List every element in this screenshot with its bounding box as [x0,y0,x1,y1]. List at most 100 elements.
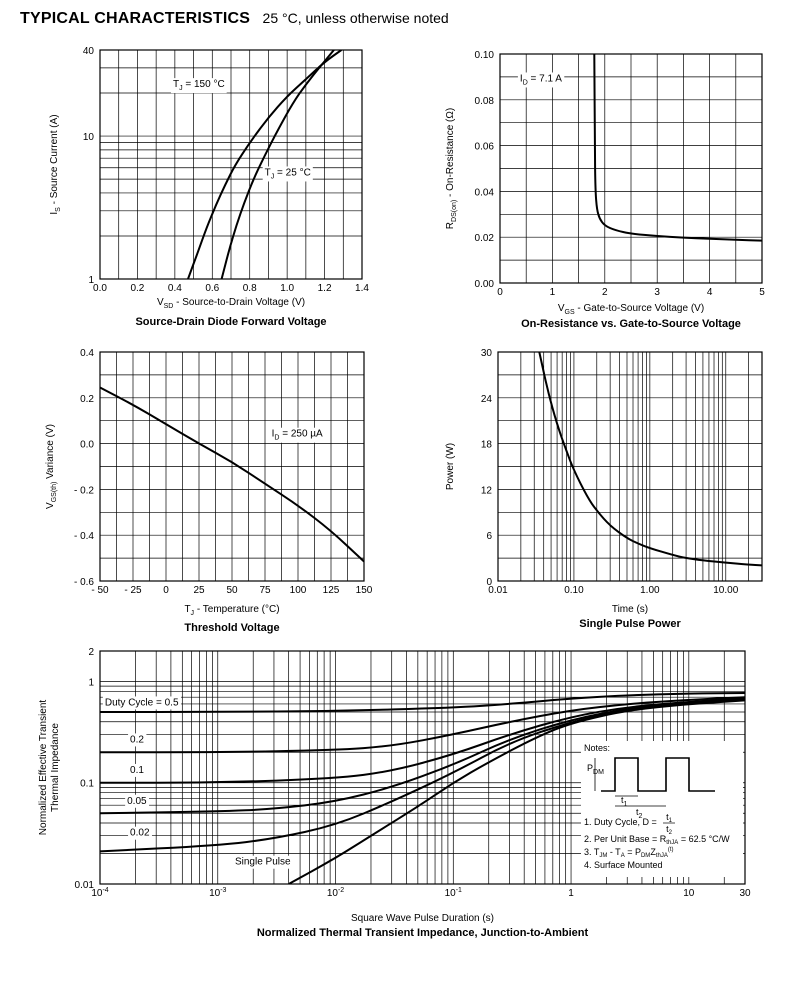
chart-thermal-impedance: 10-4 10-3 10-2 10-1 1 10 30 0.01 0.1 1 2 Square Wav… [38,647,751,939]
y-tick-label: 1 [88,275,94,286]
chart-title: Single Pulse Power [579,618,681,630]
annotation-label: 0.02 [130,828,150,839]
y-tick-label: 0 [486,577,492,588]
x-tick-label: 10-4 [91,887,108,899]
note-item-1: 1. Duty Cycle, D = [584,817,657,827]
annotation-label: TJ = 150 °C [173,79,225,92]
plot-frame [99,650,746,885]
chart-title: Normalized Thermal Transient Impedance, … [257,927,589,939]
series-curve-i-d-7-1-a [593,54,762,242]
annotation-label: ID = 7.1 A [520,73,562,86]
chart-on-resistance: 0 1 2 3 4 5 0.00 0.02 0.04 0.06 0.08 0.10 VGS - Gate… [445,50,765,330]
series-curve-t-j-150-c [187,50,342,279]
annotation-label: 0.2 [130,734,144,745]
y-tick-label: 0.01 [75,880,95,891]
annotation-label: Single Pulse [235,857,291,868]
x-tick-label: 10 [683,888,695,899]
x-tick-label: 0.01 [488,585,508,596]
series-curve-duty-cycle-d-0-5 [100,692,745,713]
x-tick-label: 0.8 [243,283,257,294]
y-tick-label: 10 [83,132,95,143]
x-tick-label: 3 [654,287,660,298]
x-tick-label: 0.10 [564,585,584,596]
y-tick-label: 0.06 [475,142,495,153]
chart-title: Threshold Voltage [184,622,279,634]
annotation-bg [269,427,326,443]
duty-fraction-num: t1 [666,812,673,824]
x-tick-label: 2 [602,287,608,298]
x-tick-label: 25 [193,585,205,596]
page-subtitle: 25 °C, unless otherwise noted [262,10,449,26]
plot-frame [497,351,763,582]
x-axis-label: VGS - Gate-to-Source Voltage (V) [558,303,704,316]
annotation-label: Duty Cycle = 0.5 [105,697,179,708]
series-curve-i-d-250-a [100,386,364,563]
y-tick-label: 40 [83,46,95,57]
series-curve-0-2 [100,696,745,754]
grid [497,351,763,582]
grid [499,53,763,284]
notes-heading: Notes: [584,743,610,753]
x-tick-label: 1.0 [280,283,294,294]
x-tick-label: 50 [226,585,238,596]
series-curve-main [538,352,762,567]
y-axis-label: Normalized Effective Transient [38,700,49,836]
x-axis-label: Square Wave Pulse Duration (s) [351,913,494,924]
x-tick-label: 1.4 [355,283,369,294]
y-tick-label: - 0.6 [74,577,94,588]
chart-single-pulse: 0.01 0.10 1.00 10.00 0 6 12 18 24 30 Time (s) Power… [445,348,763,630]
chart-threshold: - 50 - 25 0 25 50 75 100 125 150 - 0.6 - 0.4 - 0.2 0… [45,348,373,634]
annotation-bg [517,72,565,88]
x-tick-label: 75 [259,585,271,596]
x-tick-label: 0.0 [93,283,107,294]
notes-bg [581,741,743,877]
series-curve-t-j-25-c [220,50,335,279]
x-tick-label: 10-3 [209,887,226,899]
y-tick-label: - 0.4 [74,531,94,542]
plot-frame [99,351,365,582]
annotation-bg [170,78,227,94]
x-tick-label: 1.00 [640,585,660,596]
y-tick-label: 0.10 [475,50,495,61]
chart-title: On-Resistance vs. Gate-to-Source Voltage [521,318,741,330]
y-tick-label: 0.1 [80,779,94,790]
x-tick-label: 10-1 [445,887,462,899]
y-tick-label: 6 [486,531,492,542]
x-tick-label: 150 [356,585,373,596]
plot-frame [499,53,763,284]
annotation-bg [125,794,150,808]
annotation-label: TJ = 25 °C [265,167,311,180]
y-tick-label: 24 [481,394,493,405]
x-axis-label: Time (s) [612,604,648,615]
page-title: TYPICAL CHARACTERISTICS [20,10,251,27]
annotation-bg [128,733,147,747]
y-axis-label-line2: Thermal Impedance [50,723,61,812]
x-tick-label: 100 [290,585,307,596]
series-curve-0-05 [100,698,745,815]
y-tick-label: 0.4 [80,348,94,359]
annotation-bg [128,826,152,840]
x-tick-label: 30 [739,888,751,899]
note-item-3: 3. TJM - TA = PDMZthJA(t) [584,847,674,859]
annotation-bg [232,855,294,869]
x-tick-label: 0.2 [130,283,144,294]
y-tick-label: 18 [481,440,493,451]
x-tick-label: 1.2 [318,283,332,294]
x-tick-label: - 25 [124,585,142,596]
x-tick-label: 0 [497,287,503,298]
x-tick-label: 1 [550,287,556,298]
series-curve-single-pulse [288,699,745,884]
y-axis-label: VGS(th) Variance (V) [45,424,58,509]
t2-label: t2 [636,807,643,820]
y-tick-label: 0.2 [80,394,94,405]
note-item-4: 4. Surface Mounted [584,860,663,870]
x-tick-label: 0 [163,585,169,596]
x-tick-label: 10-2 [327,887,344,899]
y-axis-label: IS - Source Current (A) [49,114,62,214]
x-tick-label: - 50 [91,585,109,596]
x-tick-label: 10.00 [713,585,738,596]
y-tick-label: 12 [481,485,493,496]
annotation-label: 0.1 [130,765,144,776]
pulse-waveform [601,757,715,792]
